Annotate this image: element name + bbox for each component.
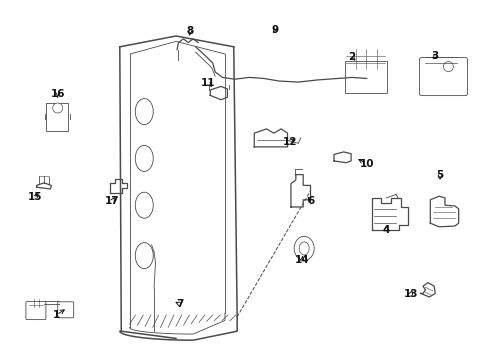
Ellipse shape — [135, 243, 153, 269]
Ellipse shape — [299, 242, 308, 255]
Text: 2: 2 — [348, 52, 355, 62]
Text: 13: 13 — [403, 289, 417, 300]
Text: 11: 11 — [200, 78, 215, 88]
Text: 4: 4 — [382, 225, 389, 235]
Text: 6: 6 — [306, 196, 313, 206]
Bar — [344, 60, 386, 93]
Ellipse shape — [135, 99, 153, 125]
Text: 5: 5 — [436, 170, 443, 180]
FancyBboxPatch shape — [26, 302, 46, 320]
Text: 10: 10 — [359, 159, 373, 169]
Text: 12: 12 — [282, 137, 297, 147]
Text: 3: 3 — [431, 51, 438, 61]
Text: 9: 9 — [271, 24, 278, 35]
Ellipse shape — [294, 237, 313, 260]
Ellipse shape — [135, 192, 153, 218]
Text: 8: 8 — [186, 26, 193, 36]
FancyBboxPatch shape — [419, 58, 467, 96]
Text: 15: 15 — [28, 192, 42, 202]
Text: 17: 17 — [105, 196, 120, 206]
Ellipse shape — [135, 145, 153, 171]
Text: 14: 14 — [294, 255, 309, 265]
Circle shape — [53, 103, 62, 113]
Text: 7: 7 — [176, 299, 183, 309]
Circle shape — [443, 62, 452, 72]
Text: 1: 1 — [53, 310, 60, 320]
Bar — [46, 103, 68, 131]
FancyBboxPatch shape — [58, 302, 74, 318]
Text: 16: 16 — [50, 89, 65, 99]
